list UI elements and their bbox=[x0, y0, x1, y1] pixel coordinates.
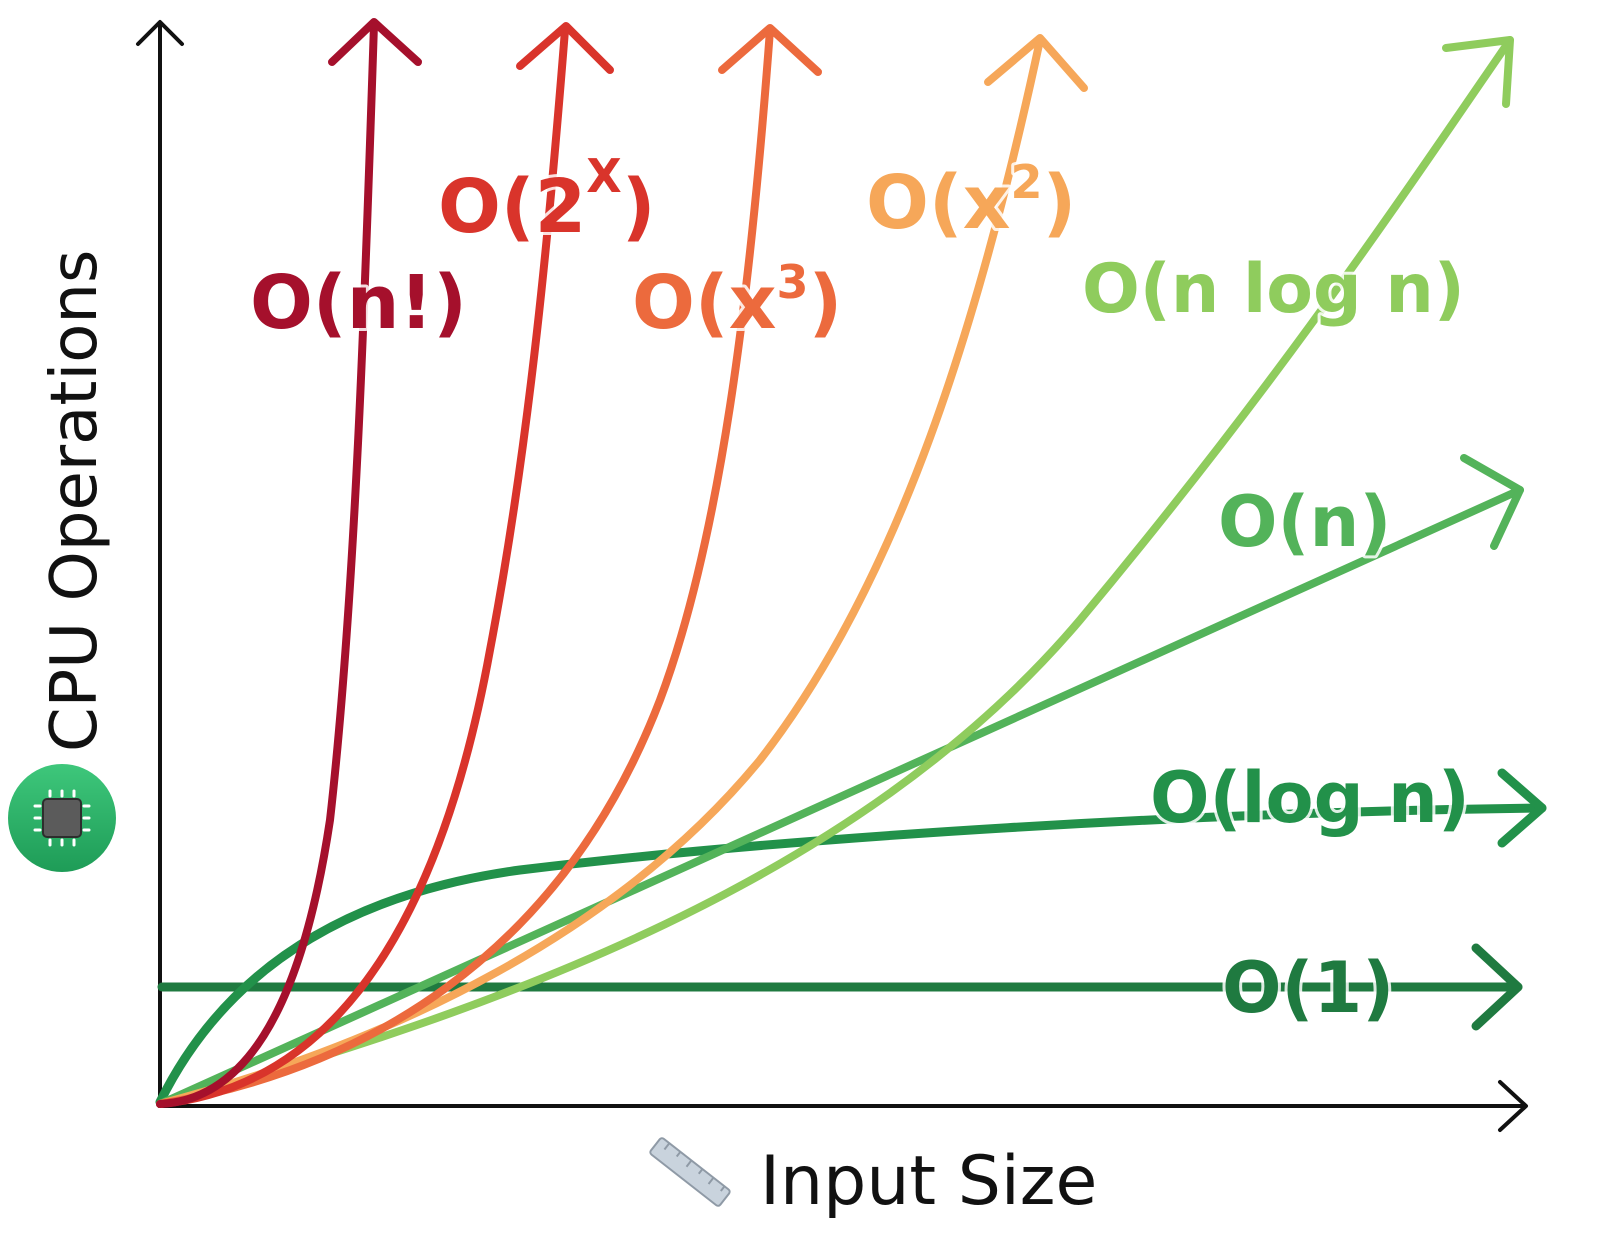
label-log: O(log n) bbox=[1150, 757, 1470, 839]
label-log-text: O(log n) bbox=[1150, 757, 1470, 839]
label-constant-text: O(1) bbox=[1222, 947, 1394, 1029]
label-exponential-sup: X bbox=[586, 149, 621, 203]
label-quadratic: O(x2) bbox=[866, 155, 1076, 246]
label-cubic-base: O(x bbox=[632, 260, 776, 346]
cpu-chip-icon bbox=[8, 764, 116, 872]
curve-constant bbox=[157, 943, 1523, 1031]
label-nlogn: O(n log n) bbox=[1082, 250, 1465, 329]
label-cubic-sup: 3 bbox=[776, 255, 808, 309]
label-quadratic-sup: 2 bbox=[1010, 155, 1042, 209]
curve-log bbox=[155, 768, 1547, 1107]
y-axis bbox=[136, 20, 184, 1108]
label-linear-text: O(n) bbox=[1218, 481, 1391, 563]
label-factorial-text: O(n!) bbox=[250, 260, 467, 346]
curve-cubic bbox=[156, 24, 822, 1108]
label-nlogn-text: O(n log n) bbox=[1082, 250, 1465, 329]
y-axis-title-group: CPU Operations bbox=[8, 250, 116, 872]
curve-nlogn bbox=[156, 36, 1514, 1108]
curve-factorial bbox=[156, 18, 422, 1108]
y-axis-title: CPU Operations bbox=[38, 250, 112, 752]
label-linear: O(n) bbox=[1218, 481, 1391, 563]
label-factorial: O(n!) bbox=[250, 260, 467, 346]
label-exponential-base: O(2 bbox=[438, 164, 586, 250]
label-constant: O(1) bbox=[1222, 947, 1394, 1029]
label-cubic-tail: ) bbox=[808, 260, 842, 346]
x-axis-title-group: Input Size bbox=[649, 1137, 1097, 1221]
x-axis bbox=[158, 1080, 1528, 1132]
label-quadratic-tail: ) bbox=[1042, 160, 1076, 246]
ruler-icon bbox=[649, 1137, 731, 1207]
label-quadratic-base: O(x bbox=[866, 160, 1010, 246]
curve-exponential bbox=[156, 22, 614, 1108]
label-exponential: O(2X) bbox=[438, 149, 656, 250]
curve-linear bbox=[156, 454, 1524, 1108]
label-exponential-tail: ) bbox=[622, 164, 656, 250]
label-cubic: O(x3) bbox=[632, 255, 842, 346]
x-axis-title: Input Size bbox=[760, 1142, 1097, 1221]
